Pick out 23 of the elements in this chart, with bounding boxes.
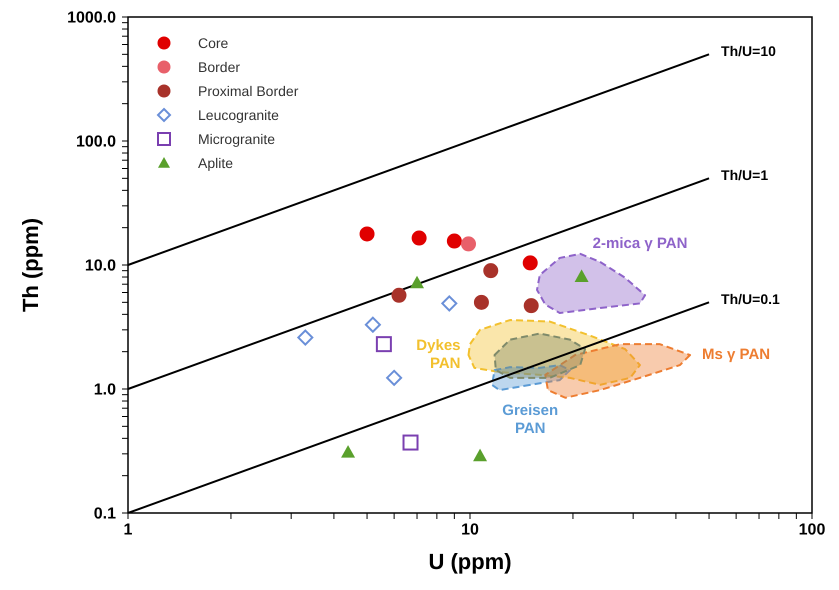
legend-label: Microgranite	[198, 131, 276, 147]
y-tick-label: 10.0	[84, 258, 116, 275]
x-axis-title: U (ppm)	[428, 549, 512, 574]
y-axis-title: Th (ppm)	[18, 218, 43, 312]
series-label: Dykes PAN	[416, 336, 461, 372]
series-label: 2-mica γ PAN	[592, 234, 688, 252]
y-tick-label: 1.0	[94, 382, 116, 399]
x-tick-label: 1	[124, 521, 133, 538]
series-label: Ms γ PAN	[702, 346, 770, 363]
series-label: Th/U=0.1	[721, 291, 780, 308]
legend-label: Border	[198, 59, 240, 75]
legend-label: Leucogranite	[198, 107, 279, 123]
x-tick-label: 10	[461, 521, 479, 538]
series-label: Th/U=1	[721, 167, 768, 184]
y-tick-label: 0.1	[94, 506, 116, 523]
legend-label: Proximal Border	[198, 83, 298, 99]
y-tick-label: 100.0	[76, 134, 116, 151]
legend-label: Aplite	[198, 155, 234, 171]
legend-label: Core	[198, 35, 228, 51]
y-tick-label: 1000.0	[67, 10, 116, 27]
x-tick-label: 100	[798, 521, 826, 538]
series-label: Th/U=10	[721, 43, 776, 60]
series-label: Greisen PAN	[502, 402, 558, 437]
